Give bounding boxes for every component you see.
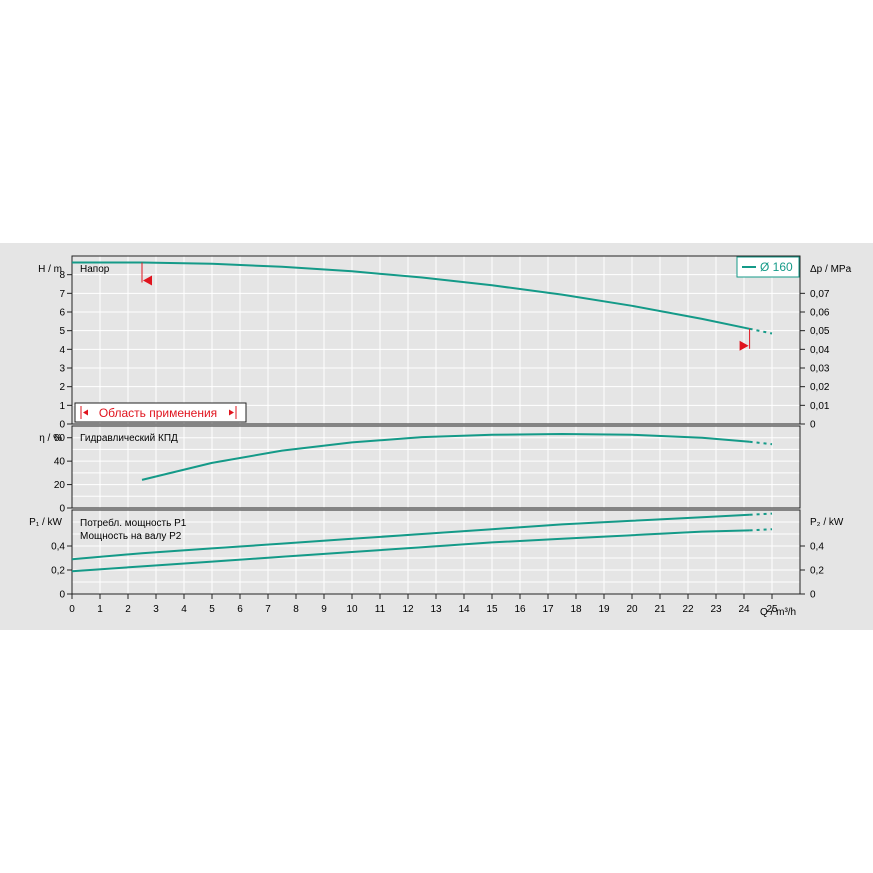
eff-y-tick-label: 20 xyxy=(54,480,66,491)
p1-axis-title: P₁ / kW xyxy=(29,517,62,528)
p1-panel-label: Потребл. мощность P1 xyxy=(80,517,187,529)
x-tick-label: 8 xyxy=(293,604,299,615)
head-y-tick-label: 3 xyxy=(59,364,65,375)
x-tick-label: 23 xyxy=(710,604,722,615)
x-tick-label: 14 xyxy=(458,604,470,615)
p2-curve xyxy=(71,529,750,573)
eff-y-tick-label: 40 xyxy=(54,457,66,468)
dp-tick-label: 0,04 xyxy=(810,345,830,356)
eff-axis-title: η / % xyxy=(39,433,62,444)
pump-curve-chart: 0 1 2 3 4 5 6 7 8 0 20 40 60 0 0,2 0,4 0 0,01 0,02 0,03 0,04… xyxy=(0,243,873,630)
p2-panel-label: Мощность на валу P2 xyxy=(80,531,182,542)
x-tick-label: 7 xyxy=(265,604,271,615)
x-axis-title: Q / m³/h xyxy=(760,607,796,618)
x-tick-label: 25 xyxy=(766,604,778,615)
head-panel-label: Напор xyxy=(80,264,110,275)
dp-tick-label: 0,02 xyxy=(810,382,830,393)
head-y-tick-label: 0 xyxy=(59,420,65,431)
x-tick-label: 3 xyxy=(153,604,159,615)
head-y-tick-label: 7 xyxy=(59,289,65,300)
x-tick-label: 1 xyxy=(97,604,103,615)
x-tick-label: 19 xyxy=(598,604,610,615)
x-tick-label: 20 xyxy=(626,604,638,615)
legend-label: Ø 160 xyxy=(760,260,793,274)
p1-curve xyxy=(71,513,750,561)
dp-tick-label: 0,07 xyxy=(810,289,830,300)
application-range-arrow-right xyxy=(229,409,234,416)
x-tick-label: 11 xyxy=(375,604,386,615)
x-tick-label: 0 xyxy=(69,604,75,615)
head-axis-title: H / m xyxy=(38,264,62,275)
legend-box xyxy=(736,256,800,278)
p2-axis-title: P₂ / kW xyxy=(810,517,844,528)
x-tick-label: 2 xyxy=(125,604,131,615)
range-end-marker xyxy=(739,340,749,351)
head-y-tick-label: 8 xyxy=(59,270,65,281)
head-y-tick-label: 2 xyxy=(59,382,65,393)
dp-tick-label: 0,05 xyxy=(810,326,830,337)
dp-tick-label: 0,01 xyxy=(810,401,830,412)
dp-tick-label: 0 xyxy=(810,420,816,431)
range-start-marker xyxy=(143,275,152,286)
application-range-label: Область применения xyxy=(99,406,217,420)
x-tick-label: 16 xyxy=(514,604,526,615)
p2-tick-label: 0,4 xyxy=(810,542,824,553)
head-y-tick-label: 1 xyxy=(59,401,65,412)
power-y-tick-label: 0,4 xyxy=(51,542,65,553)
application-range-arrow-left xyxy=(83,409,88,416)
eff-y-tick-label: 0 xyxy=(59,504,65,515)
x-tick-label: 22 xyxy=(682,604,694,615)
x-tick-label: 24 xyxy=(738,604,750,615)
x-tick-label: 12 xyxy=(402,604,414,615)
application-range-box xyxy=(74,402,247,423)
panel-frame-head xyxy=(71,255,801,425)
pump-curve-svg: 012345678020406000,20,400,010,020,030,04… xyxy=(29,255,852,618)
x-tick-label: 10 xyxy=(346,604,358,615)
x-tick-label: 6 xyxy=(237,604,243,615)
x-tick-label: 5 xyxy=(209,604,215,615)
head-y-tick-label: 4 xyxy=(59,345,65,356)
x-tick-label: 4 xyxy=(181,604,187,615)
head-y-tick-label: 6 xyxy=(59,308,65,319)
head-curve xyxy=(72,261,750,330)
x-tick-label: 13 xyxy=(430,604,442,615)
dp-tick-label: 0,06 xyxy=(810,308,830,319)
x-tick-label: 18 xyxy=(570,604,582,615)
x-tick-label: 21 xyxy=(654,604,666,615)
p2-tick-label: 0 xyxy=(810,590,816,601)
p2-tick-label: 0,2 xyxy=(810,566,824,577)
eff-panel-label: Гидравлический КПД xyxy=(80,433,178,444)
dp-tick-label: 0,03 xyxy=(810,364,830,375)
x-tick-label: 9 xyxy=(321,604,327,615)
panel-frame-efficiency xyxy=(71,425,801,509)
dp-axis-title: Δp / MPa xyxy=(810,264,852,275)
power-y-tick-label: 0 xyxy=(59,590,65,601)
x-tick-label: 17 xyxy=(542,604,554,615)
eff-y-tick-label: 60 xyxy=(54,433,66,444)
x-tick-label: 15 xyxy=(486,604,498,615)
head-y-tick-label: 5 xyxy=(59,326,65,337)
efficiency-curve xyxy=(141,433,750,481)
power-y-tick-label: 0,2 xyxy=(51,566,65,577)
